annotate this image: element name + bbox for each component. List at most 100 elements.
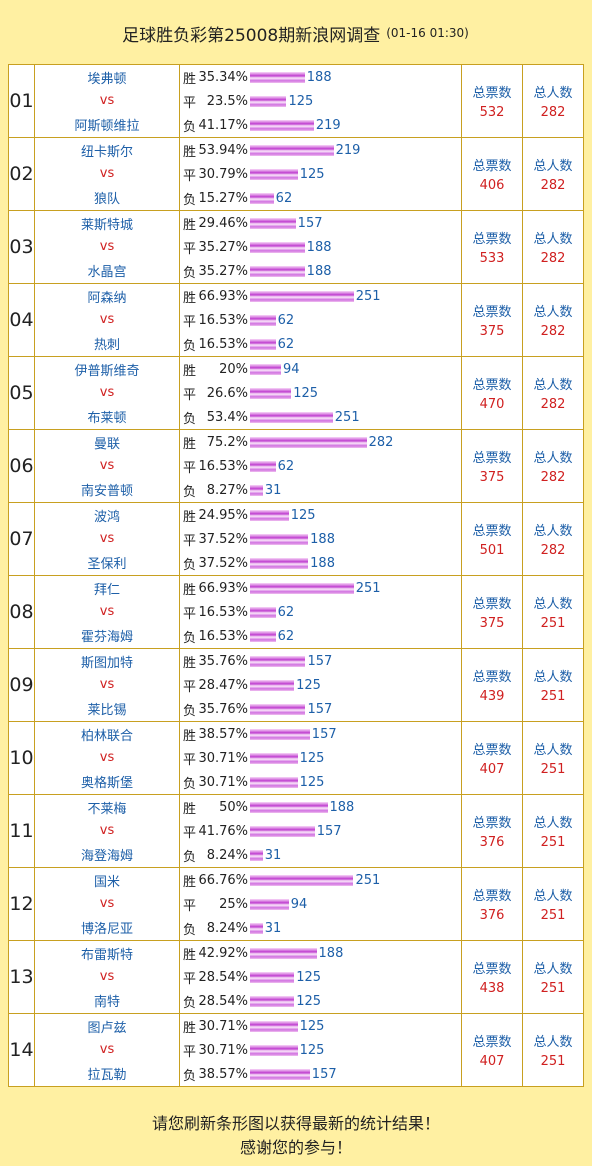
option-count: 62 bbox=[277, 336, 295, 352]
option-label: 负 bbox=[183, 119, 197, 135]
away-team: 奥格斯堡 bbox=[80, 775, 133, 791]
option-pct: 26.6% bbox=[206, 385, 249, 401]
vs: vs bbox=[99, 969, 115, 985]
vs: vs bbox=[99, 166, 115, 182]
row-number: 07 bbox=[9, 503, 35, 575]
vs: vs bbox=[99, 312, 115, 328]
option-label: 胜 bbox=[183, 801, 197, 817]
bar bbox=[250, 679, 295, 691]
option-label: 负 bbox=[183, 995, 197, 1011]
total-votes-label: 总票数 bbox=[472, 305, 512, 320]
bar bbox=[250, 95, 287, 107]
option: 胜 29.46% 157 bbox=[183, 213, 461, 233]
vs: vs bbox=[99, 531, 115, 547]
option-count: 251 bbox=[355, 580, 381, 596]
option-pct: 35.76% bbox=[198, 653, 249, 669]
total-votes-label: 总票数 bbox=[472, 670, 512, 685]
bar bbox=[250, 144, 334, 156]
vs: vs bbox=[99, 1042, 115, 1058]
match: 曼联 vs 南安普顿 bbox=[35, 430, 180, 502]
vs: vs bbox=[99, 239, 115, 255]
option-pct: 16.53% bbox=[198, 604, 249, 620]
option: 负 35.27% 188 bbox=[183, 261, 461, 281]
options: 胜 38.57% 157 平 30.71% 125 负 30.71% 125 bbox=[180, 722, 462, 794]
total-votes: 总票数 439 bbox=[462, 649, 523, 721]
option-label: 胜 bbox=[183, 436, 197, 452]
option-count: 251 bbox=[334, 409, 360, 425]
away-team: 布莱顿 bbox=[87, 410, 127, 426]
option-label: 平 bbox=[183, 971, 197, 987]
option-count: 188 bbox=[310, 555, 335, 571]
option: 平 16.53% 62 bbox=[183, 602, 461, 622]
total-people: 总人数 282 bbox=[523, 65, 584, 137]
option-count: 219 bbox=[315, 117, 341, 133]
option-label: 负 bbox=[183, 338, 197, 354]
option: 平 37.52% 188 bbox=[183, 529, 461, 549]
option-pct: 30.79% bbox=[198, 166, 249, 182]
match-row: 09 斯图加特 vs 莱比锡胜 35.76% 157 平 28.47% 125 负 35.76% 15… bbox=[9, 649, 584, 722]
bar bbox=[250, 874, 354, 886]
home-team: 不莱梅 bbox=[87, 802, 127, 818]
option: 胜 35.76% 157 bbox=[183, 651, 461, 671]
total-people: 总人数 251 bbox=[523, 1014, 584, 1086]
match: 国米 vs 博洛尼亚 bbox=[35, 868, 180, 940]
option: 负 8.27% 31 bbox=[183, 480, 461, 500]
match-row: 13 布雷斯特 vs 南特 胜 42.92% 188 平 28.54% 125 负 28.54% 125… bbox=[9, 941, 584, 1014]
vs: vs bbox=[99, 93, 115, 109]
footer: 请您刷新条形图以获得最新的统计结果！ 感谢您的参与！ bbox=[0, 1112, 592, 1160]
options: 胜 24.95% 125 平 37.52% 188 负 37.52% 188 bbox=[180, 503, 462, 575]
option-label: 平 bbox=[183, 314, 197, 330]
option-pct: 37.52% bbox=[198, 555, 249, 571]
option-pct: 23.5% bbox=[206, 93, 249, 109]
option: 负 28.54% 125 bbox=[183, 991, 461, 1011]
option-count: 157 bbox=[297, 215, 323, 231]
home-team: 拜仁 bbox=[93, 583, 120, 599]
vs: vs bbox=[99, 604, 115, 620]
option-count: 282 bbox=[368, 434, 394, 450]
match-row: 02 纽卡斯尔 vs 狼队 胜 53.94% 219 平 30.79% 125 负 15.27% 62 总… bbox=[9, 138, 584, 211]
option: 平 26.6% 125 bbox=[183, 383, 461, 403]
option-label: 负 bbox=[183, 1068, 197, 1084]
total-people-label: 总人数 bbox=[533, 305, 573, 320]
total-people-label: 总人数 bbox=[533, 86, 573, 101]
option-pct: 41.17% bbox=[198, 117, 249, 133]
option-count: 62 bbox=[275, 190, 293, 206]
total-votes-label: 总票数 bbox=[472, 232, 512, 247]
options: 胜 66.76% 251 平 25% 94 负 8.24% 31 bbox=[180, 868, 462, 940]
bar bbox=[250, 1020, 298, 1032]
option-count: 94 bbox=[290, 896, 308, 912]
bar bbox=[250, 776, 298, 788]
home-team: 纽卡斯尔 bbox=[80, 145, 133, 161]
total-votes-label: 总票数 bbox=[472, 159, 512, 174]
total-votes-value: 375 bbox=[479, 324, 505, 339]
poll-table: 01 埃弗顿 vs 阿斯顿维拉胜 35.34% 188 平 23.5% 125 负 41.17% 21… bbox=[8, 64, 584, 1087]
total-people-value: 251 bbox=[540, 616, 566, 631]
bar bbox=[250, 922, 263, 934]
match-row: 14 图卢兹 vs 拉瓦勒 胜 30.71% 125 平 30.71% 125 负 38.57% 157… bbox=[9, 1014, 584, 1087]
total-people-label: 总人数 bbox=[533, 451, 573, 466]
total-people: 总人数 282 bbox=[523, 357, 584, 429]
total-votes: 总票数 407 bbox=[462, 1014, 523, 1086]
total-votes-label: 总票数 bbox=[472, 889, 512, 904]
option-count: 125 bbox=[299, 750, 325, 766]
option-pct: 8.24% bbox=[206, 847, 249, 863]
option-pct: 53.4% bbox=[206, 409, 249, 425]
vs: vs bbox=[99, 750, 115, 766]
option-count: 125 bbox=[296, 677, 321, 693]
bar bbox=[250, 509, 289, 521]
total-votes-value: 406 bbox=[479, 178, 505, 193]
home-team: 曼联 bbox=[93, 437, 120, 453]
match-row: 12 国米 vs 博洛尼亚 胜 66.76% 251 平 25% 94 负 8.24% 31 总票数 376… bbox=[9, 868, 584, 941]
total-people-label: 总人数 bbox=[533, 1035, 573, 1050]
total-people-label: 总人数 bbox=[533, 524, 573, 539]
total-votes-value: 376 bbox=[479, 835, 505, 850]
option-label: 胜 bbox=[183, 509, 197, 525]
total-votes-label: 总票数 bbox=[472, 816, 512, 831]
option-count: 219 bbox=[335, 142, 361, 158]
total-people-value: 282 bbox=[540, 543, 566, 558]
match-row: 04 阿森纳 vs 热刺 胜 66.93% 251 平 16.53% 62 负 16.53% 62 总票数… bbox=[9, 284, 584, 357]
bar bbox=[250, 703, 306, 715]
match: 伊普斯维奇 vs 布莱顿 bbox=[35, 357, 180, 429]
total-people-label: 总人数 bbox=[533, 743, 573, 758]
option-pct: 16.53% bbox=[198, 628, 249, 644]
